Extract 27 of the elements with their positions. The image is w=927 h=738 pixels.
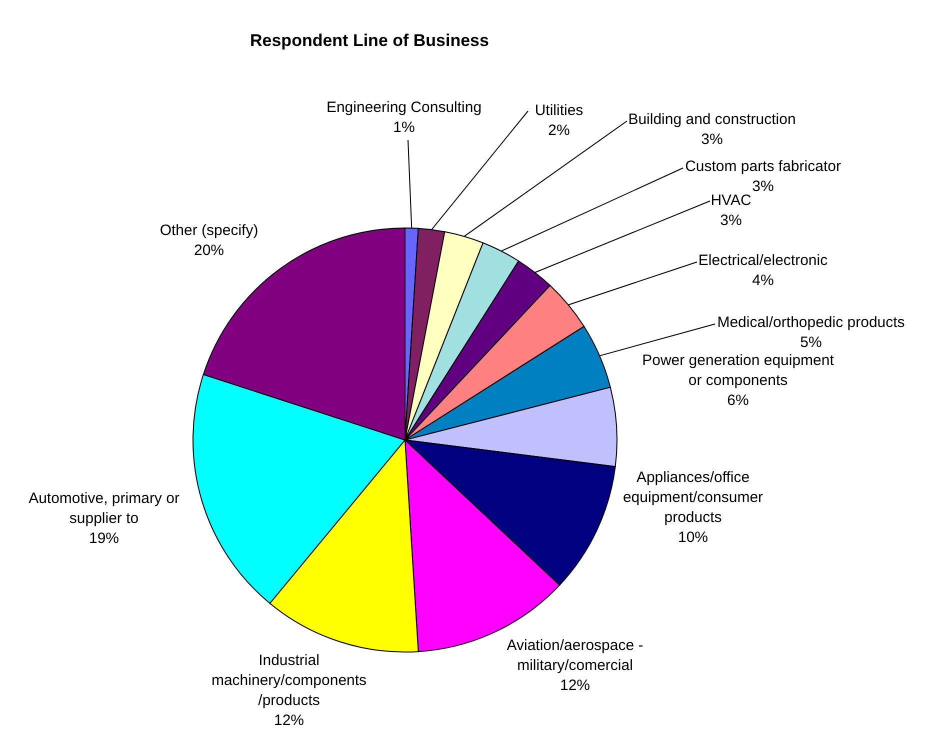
data-label: 5% (800, 334, 822, 351)
data-label: 6% (727, 392, 749, 409)
data-label: 10% (678, 529, 708, 546)
slice-label: Other (specify) (160, 222, 258, 239)
data-label: 3% (701, 131, 723, 148)
slice-label: Medical/orthopedic products (717, 314, 905, 331)
slice-label: Engineering Consulting (326, 99, 482, 116)
data-label: 20% (194, 242, 224, 259)
chart-title: Respondent Line of Business (250, 31, 489, 50)
slice-label: Electrical/electronic (698, 252, 828, 269)
slice-label: Automotive, primary or supplier to (28, 490, 180, 527)
data-label: 4% (752, 272, 774, 289)
data-label: 1% (393, 119, 415, 136)
data-label: 3% (720, 212, 742, 229)
slice-label: Power generation equipment or components (642, 352, 835, 389)
data-label: 19% (88, 530, 120, 547)
slice-label: Building and construction (628, 111, 796, 128)
slice-label: Appliances/office equipment/consumer products (622, 469, 764, 526)
data-label: 3% (752, 178, 774, 195)
data-label: 12% (560, 677, 590, 694)
data-label: 2% (548, 122, 570, 139)
slice-label: Aviation/aerospace - military/comercial (506, 637, 644, 674)
slice-label: Custom parts fabricator (685, 158, 841, 175)
slice-label: Industrial machinery/components /products (211, 652, 367, 709)
data-label: 12% (274, 712, 304, 729)
slice-label: Utilities (534, 102, 584, 119)
slice-label: HVAC (710, 192, 752, 209)
